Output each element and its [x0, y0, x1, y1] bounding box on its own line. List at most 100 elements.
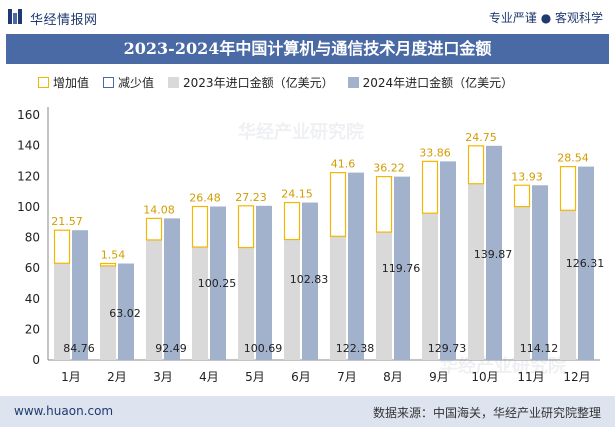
bar-value-label: 129.73 [428, 342, 467, 355]
chart-title: 2023-2024年中国计算机与通信技术月度进口金额 [123, 39, 492, 58]
y-tick-label: 160 [17, 108, 40, 122]
bar-value-label: 139.87 [474, 248, 513, 261]
bar-2024 [118, 263, 134, 360]
bar-value-label: 100.69 [244, 342, 283, 355]
bar-2024 [394, 176, 410, 360]
bar-2023 [376, 232, 392, 360]
increase-box [329, 172, 347, 237]
bar-2024 [302, 202, 318, 360]
increase-label: 24.75 [465, 131, 497, 144]
legend-swatch-2023 [168, 76, 180, 88]
increase-label: 41.6 [331, 158, 356, 171]
bar-value-label: 102.83 [290, 273, 329, 286]
x-tick-label: 8月 [383, 370, 403, 384]
y-tick-label: 100 [17, 200, 40, 214]
y-tick-label: 0 [32, 353, 40, 367]
legend-item-2024: 2024年进口金额（亿美元） [347, 74, 514, 91]
bar-2023 [330, 236, 346, 360]
x-tick-label: 6月 [291, 370, 311, 384]
bar-2023 [422, 213, 438, 360]
increase-box [237, 205, 255, 249]
bar-value-label: 114.12 [520, 342, 559, 355]
x-tick-label: 7月 [337, 370, 357, 384]
title-bar: 2023-2024年中国计算机与通信技术月度进口金额 [6, 34, 609, 64]
bar-value-label: 92.49 [155, 342, 187, 355]
footer-url[interactable]: www.huaon.com [14, 404, 114, 418]
data-source: 数据来源：中国海关，华经产业研究院整理 [372, 406, 601, 420]
bar-2024 [210, 206, 226, 360]
legend-item-decrease: 减少值 [103, 74, 154, 91]
legend-swatch-decrease [103, 76, 115, 88]
bar-2024 [486, 145, 502, 360]
increase-box [467, 145, 485, 185]
increase-label: 21.57 [51, 215, 83, 228]
y-tick-label: 60 [25, 261, 40, 275]
increase-box [375, 176, 393, 233]
increase-box [53, 229, 71, 264]
bar-2023 [468, 183, 484, 360]
bar-2024 [164, 218, 180, 360]
bar-2023 [146, 239, 162, 360]
increase-box [559, 165, 577, 211]
bar-2023 [54, 263, 70, 360]
bar-2023 [192, 247, 208, 360]
bar-2023 [284, 239, 300, 360]
bar-value-label: 122.38 [336, 342, 375, 355]
increase-label: 36.22 [373, 162, 405, 175]
increase-label: 14.08 [143, 203, 175, 216]
bar-2023 [560, 210, 576, 360]
chart-legend: 增加值 减少值 2023年进口金额（亿美元） 2024年进口金额（亿美元） [38, 72, 527, 92]
increase-label: 27.23 [235, 191, 267, 204]
increase-box [421, 160, 439, 214]
y-tick-label: 20 [25, 322, 40, 336]
y-tick-label: 140 [17, 139, 40, 153]
legend-label-increase: 增加值 [53, 75, 90, 90]
increase-label: 28.54 [557, 152, 589, 165]
x-tick-label: 1月 [61, 370, 81, 384]
y-tick-label: 80 [25, 231, 40, 245]
y-tick-label: 120 [17, 169, 40, 183]
bar-2024 [256, 205, 272, 360]
increase-box [191, 205, 209, 248]
bar-2024 [348, 172, 364, 360]
bar-2023 [100, 265, 116, 360]
bar-2024 [578, 166, 594, 360]
increase-label: 26.48 [189, 191, 221, 204]
x-tick-label: 2月 [107, 370, 127, 384]
y-tick-label: 40 [25, 292, 40, 306]
bar-value-label: 119.76 [382, 262, 421, 275]
bar-2023 [514, 206, 530, 360]
brand-name: 华经情报网 [30, 13, 98, 28]
tagline: 专业严谨 ● 客观科学 [488, 11, 603, 25]
increase-label: 24.15 [281, 188, 313, 201]
legend-swatch-2024 [347, 76, 359, 88]
increase-box [99, 262, 117, 267]
increase-label: 33.86 [419, 146, 451, 159]
footer: www.huaon.com 数据来源：中国海关，华经产业研究院整理 [0, 396, 615, 427]
x-tick-label: 10月 [471, 370, 498, 384]
legend-label-2024: 2024年进口金额（亿美元） [362, 75, 514, 90]
bar-chart: 0 20 40 60 80 100 120 140 160 21.57 84.76 1月 1.54 63.… [17, 107, 604, 384]
increase-label: 1.54 [101, 249, 126, 262]
bar-2024 [532, 185, 548, 360]
bar-2024 [440, 161, 456, 360]
x-tick-label: 3月 [153, 370, 173, 384]
legend-label-2023: 2023年进口金额（亿美元） [183, 75, 334, 90]
legend-item-increase: 增加值 [38, 74, 89, 91]
increase-box [513, 184, 531, 208]
bar-value-label: 84.76 [63, 342, 95, 355]
x-tick-label: 11月 [517, 370, 544, 384]
bar-2023 [238, 247, 254, 360]
x-tick-label: 4月 [199, 370, 219, 384]
increase-label: 13.93 [511, 170, 543, 183]
brand-logo-icon [8, 9, 22, 24]
x-tick-label: 5月 [245, 370, 265, 384]
x-tick-label: 9月 [429, 370, 449, 384]
increase-box [283, 201, 301, 241]
legend-label-decrease: 减少值 [118, 75, 155, 90]
bar-value-label: 63.02 [109, 307, 141, 320]
x-tick-label: 12月 [563, 370, 590, 384]
increase-box [145, 217, 163, 241]
legend-swatch-increase [38, 76, 49, 88]
legend-item-2023: 2023年进口金额（亿美元） [168, 74, 334, 91]
